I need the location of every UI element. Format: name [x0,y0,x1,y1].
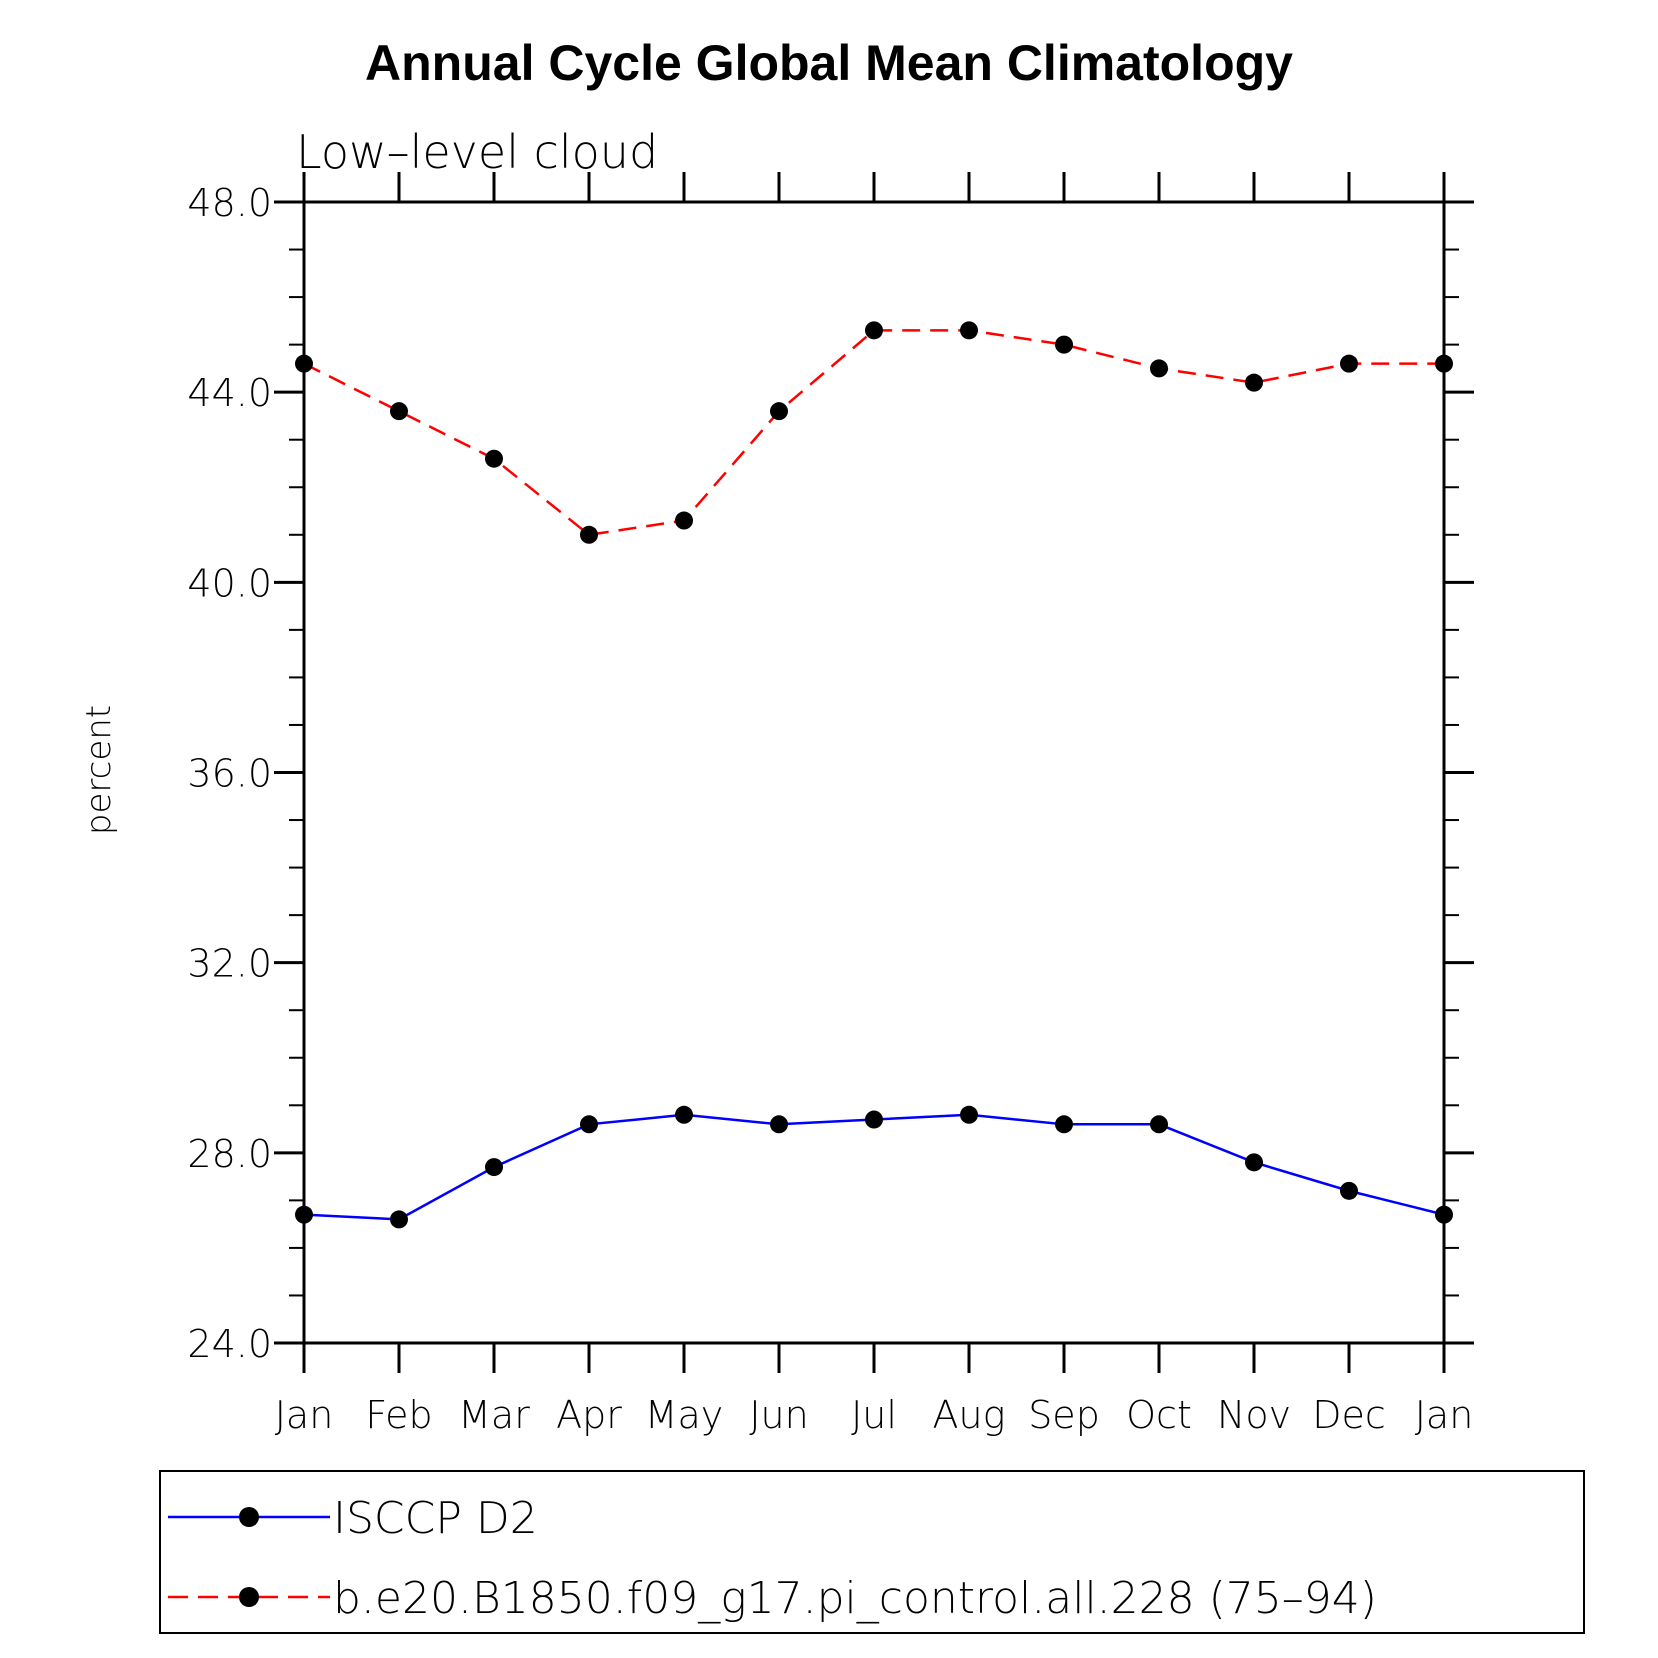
axes: Jan Feb Mar Apr May Jun Jul Aug Sep Oct Nov Dec Jan2… [187,172,1474,1437]
data-point [295,354,313,373]
data-point [770,1115,788,1134]
series-2 [295,321,1453,544]
plot-frame [302,200,1446,1345]
x-tick-label: Sep [1028,1393,1100,1437]
data-point [1340,354,1358,373]
data-point [770,402,788,421]
data-point [485,449,503,468]
legend-marker [239,1507,259,1527]
x-tick-label: Feb [365,1393,432,1437]
series-layer [295,321,1453,1229]
legend-label: b.e20.B1850.f09_g17.pi_control.all.228 (… [333,1573,1377,1624]
x-tick-label: Oct [1126,1393,1192,1437]
data-point [865,1110,883,1129]
y-tick-label: 24.0 [187,1322,272,1366]
legend-label: ISCCP D2 [333,1493,538,1544]
data-point [580,525,598,544]
x-tick-label: May [645,1393,724,1437]
data-point [865,321,883,340]
x-tick-label: Jul [851,1393,897,1437]
x-tick-label: Nov [1217,1393,1291,1437]
y-axis-label: percent [79,705,119,835]
x-tick-label: Aug [933,1393,1006,1437]
series-line [303,1113,1445,1221]
y-tick-label: 28.0 [187,1132,272,1176]
chart-subtitle: Low–level cloud [296,125,658,179]
chart-title: Annual Cycle Global Mean Climatology [365,35,1293,91]
data-point [675,1105,693,1124]
x-tick-label: Dec [1312,1393,1386,1437]
data-point [295,1205,313,1224]
series-1 [295,1105,1453,1229]
data-point [1245,373,1263,392]
legend-entry: b.e20.B1850.f09_g17.pi_control.all.228 (… [168,1573,1377,1624]
data-point [390,402,408,421]
data-point [1245,1153,1263,1172]
y-tick-label: 36.0 [187,752,272,796]
y-tick-label: 48.0 [187,181,272,225]
legend-box [159,1470,1585,1634]
data-point [485,1158,503,1177]
x-tick-label: Mar [458,1393,530,1437]
legend-marker [239,1587,259,1607]
legend: ISCCP D2 b.e20.B1850.f09_g17.pi_control.a… [168,1493,1377,1624]
data-point [1150,1115,1168,1134]
y-tick-label: 32.0 [187,942,272,986]
data-point [960,1105,978,1124]
data-point [1340,1181,1358,1200]
data-point [580,1115,598,1134]
data-point [1055,335,1073,354]
x-tick-label: Jan [275,1393,334,1437]
data-point [1055,1115,1073,1134]
data-point [390,1210,408,1229]
x-tick-label: Jan [1415,1393,1474,1437]
y-tick-label: 44.0 [187,371,272,415]
data-point [1435,354,1453,373]
series-line [303,329,1444,537]
data-point [960,321,978,340]
x-tick-label: Apr [556,1393,622,1437]
legend-entry: ISCCP D2 [168,1493,538,1544]
x-tick-label: Jun [749,1393,808,1437]
data-point [1150,359,1168,378]
data-point [1435,1205,1453,1224]
y-tick-label: 40.0 [187,561,272,605]
data-point [675,511,693,530]
